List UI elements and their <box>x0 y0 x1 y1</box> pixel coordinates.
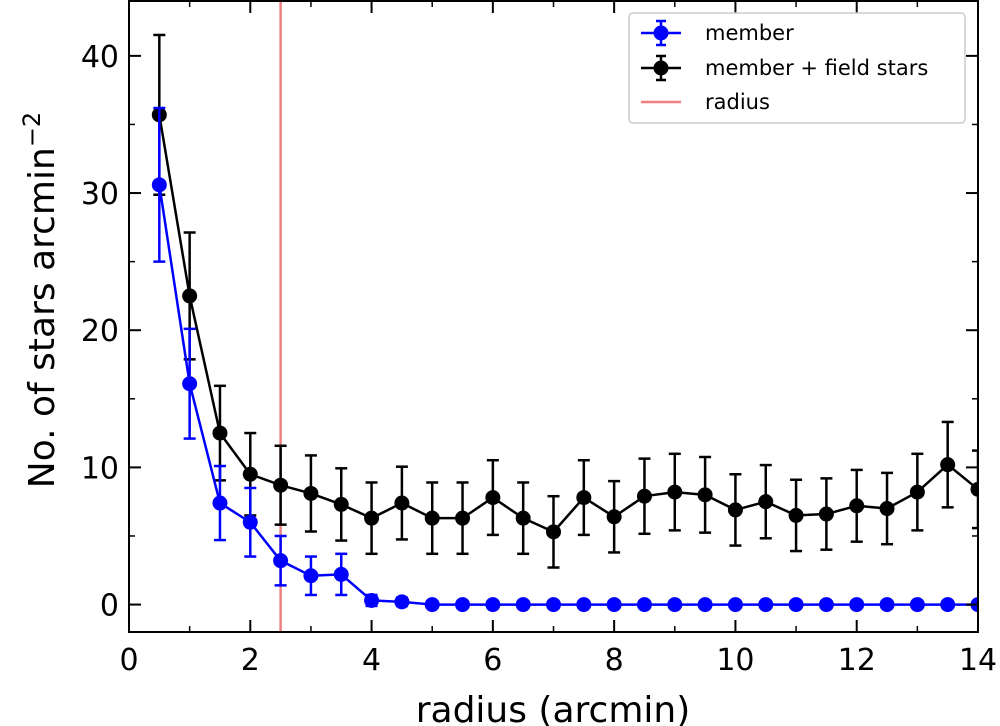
x-tick-label: 8 <box>605 643 624 678</box>
y-tick-label: 20 <box>81 314 119 349</box>
series-line-member-field-stars <box>158 114 978 534</box>
data-point-member-field-stars <box>576 490 592 506</box>
data-point-member <box>182 376 198 392</box>
data-point-member-field-stars <box>546 524 561 540</box>
data-point-member <box>849 597 865 613</box>
data-point-member <box>667 597 683 613</box>
data-point-member-field-stars <box>909 484 925 500</box>
legend-entry-member-field: member + field stars <box>641 54 928 82</box>
legend-label-member: member <box>705 21 794 45</box>
data-point-member <box>303 568 319 584</box>
y-tick-label: 10 <box>81 451 119 486</box>
data-point-member <box>576 597 592 613</box>
data-point-member-field-stars <box>515 510 531 526</box>
x-tick-label: 2 <box>241 643 260 678</box>
legend: member member + field stars radius <box>628 12 966 124</box>
y-axis-label-main: No. of stars arcmin <box>22 147 63 488</box>
data-point-member-field-stars <box>879 501 895 517</box>
data-point-member <box>242 514 258 530</box>
series-line-member <box>158 184 978 606</box>
data-point-member-field-stars <box>940 457 956 473</box>
data-point-member-field-stars <box>818 506 834 522</box>
data-point-member <box>727 597 743 613</box>
y-axis-label: No. of stars arcmin−2 <box>18 112 63 488</box>
data-point-member-field-stars <box>182 288 198 304</box>
data-point-member-field-stars <box>606 509 622 525</box>
x-tick-label: 12 <box>838 643 876 678</box>
data-point-member-field-stars <box>970 481 978 497</box>
data-point-member-field-stars <box>758 494 774 510</box>
axes: 0 2 4 6 8 10 12 14 0 10 20 30 40 <box>81 0 997 678</box>
data-point-member <box>546 597 561 613</box>
data-point-member <box>758 597 774 613</box>
data-point-member <box>485 597 501 613</box>
legend-marker-member <box>653 25 669 41</box>
data-point-member <box>940 597 956 613</box>
x-tick-label: 10 <box>716 643 754 678</box>
series-member-field-stars <box>151 33 978 569</box>
data-point-member <box>273 553 289 569</box>
y-axis-label-exponent: −2 <box>18 112 46 147</box>
x-axis-label: radius (arcmin) <box>416 690 691 726</box>
data-point-member <box>788 597 804 613</box>
series-member <box>151 106 978 613</box>
x-tick-label: 6 <box>483 643 502 678</box>
data-point-member <box>151 177 167 193</box>
data-point-member-field-stars <box>212 425 228 441</box>
data-point-member <box>364 592 380 608</box>
data-point-member-field-stars <box>727 502 743 518</box>
plot-content <box>151 1 978 632</box>
data-point-member <box>818 597 834 613</box>
data-point-member <box>606 597 622 613</box>
data-point-member-field-stars <box>667 484 683 500</box>
y-tick-label: 0 <box>100 589 119 624</box>
legend-marker-member-field <box>653 60 669 76</box>
data-point-member <box>455 597 471 613</box>
legend-entry-radius: radius <box>641 90 770 114</box>
x-tick-label: 0 <box>119 643 138 678</box>
data-point-member-field-stars <box>303 485 319 501</box>
data-point-member-field-stars <box>697 487 713 503</box>
data-point-member <box>212 495 228 511</box>
data-point-member-field-stars <box>273 477 289 493</box>
data-point-member <box>636 597 652 613</box>
x-tick-label: 4 <box>362 643 381 678</box>
data-point-member-field-stars <box>394 495 410 511</box>
data-point-member-field-stars <box>455 510 471 526</box>
data-point-member-field-stars <box>849 498 865 514</box>
data-point-member <box>424 597 440 613</box>
data-point-member <box>394 594 410 610</box>
legend-label-member-field: member + field stars <box>705 56 928 80</box>
legend-label-radius: radius <box>705 90 770 114</box>
legend-frame <box>628 12 966 124</box>
data-point-member <box>333 566 349 582</box>
data-point-member-field-stars <box>364 510 380 526</box>
data-point-member <box>879 597 895 613</box>
data-point-member-field-stars <box>485 490 501 506</box>
plot-area <box>151 1 978 632</box>
data-point-member <box>697 597 713 613</box>
data-point-member-field-stars <box>242 466 258 482</box>
y-tick-label: 40 <box>81 40 119 75</box>
data-point-member-field-stars <box>424 510 440 526</box>
legend-entry-member: member <box>641 19 794 47</box>
data-point-member-field-stars <box>333 496 349 512</box>
data-point-member-field-stars <box>636 488 652 504</box>
x-tick-label: 14 <box>959 643 997 678</box>
data-point-member <box>515 597 531 613</box>
data-point-member-field-stars <box>788 507 804 523</box>
data-point-member <box>909 597 925 613</box>
y-tick-label: 30 <box>81 177 119 212</box>
